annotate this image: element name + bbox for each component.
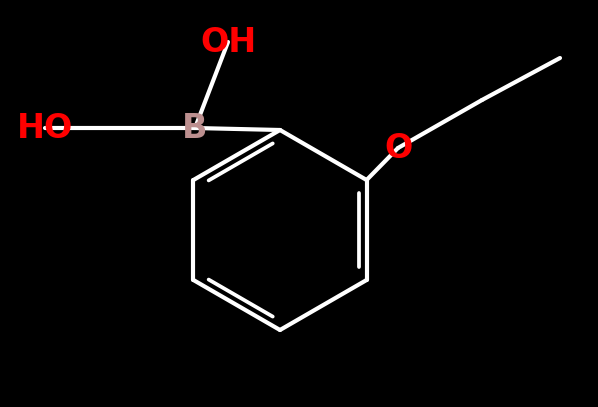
Text: O: O (384, 131, 412, 164)
Text: B: B (182, 112, 208, 144)
Text: HO: HO (17, 112, 73, 144)
Text: OH: OH (200, 26, 256, 59)
